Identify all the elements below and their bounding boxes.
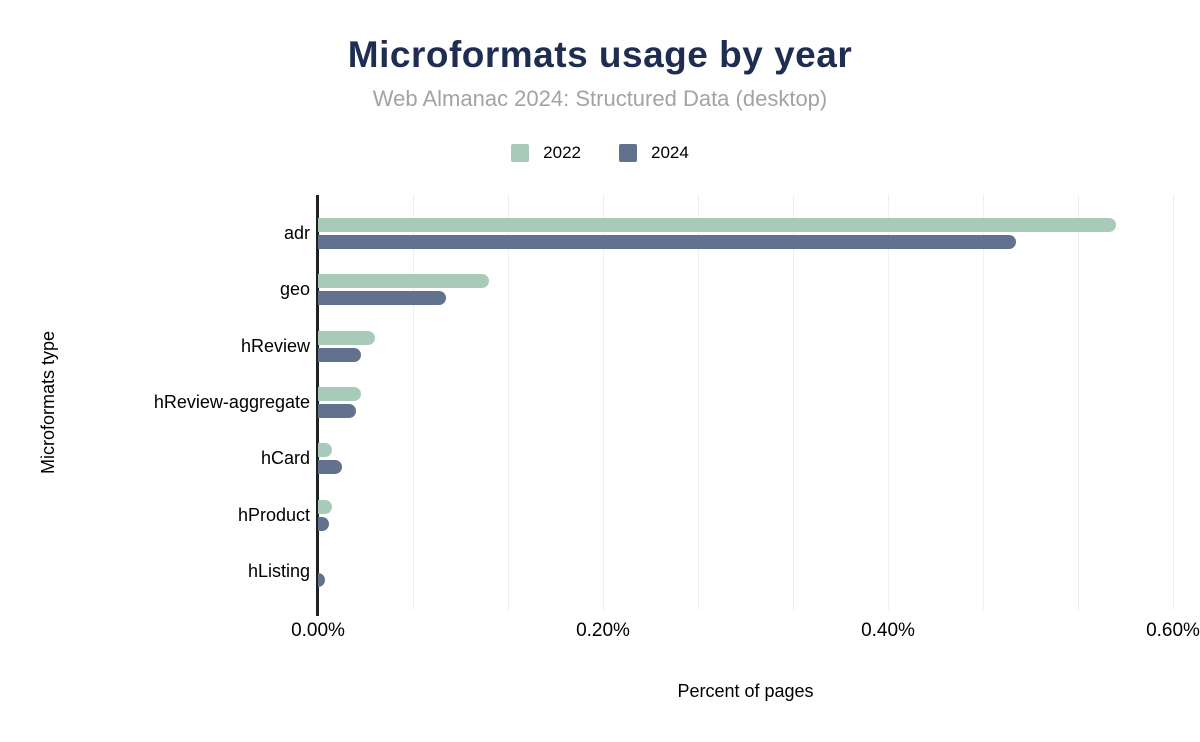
bar-2024-hReview [318,347,361,362]
legend: 2022 2024 [0,143,1200,163]
legend-swatch-2024 [619,144,637,162]
bar-2024-hCard [318,460,343,475]
bar-row [318,544,1173,600]
gridline [413,195,414,610]
category-row: hCard [0,431,310,487]
bar-2022-hReview-aggregate [318,386,361,401]
plot-area [316,195,1174,616]
category-row: geo [0,261,310,317]
bar-2024-hReview-aggregate [318,403,357,418]
gridline [793,195,794,610]
bar-2024-geo [318,291,447,306]
gridline [1173,195,1174,610]
bar-2022-hProduct [318,499,333,514]
category-axis: adr geo hReview hReview-aggregate hCard hProd… [0,195,310,610]
legend-label: 2022 [543,143,581,162]
y-axis-line [316,195,319,616]
x-tick-label: 0.20% [576,620,630,641]
bar-2024-adr [318,234,1017,249]
bar-row [318,318,1173,374]
category-row: hProduct [0,487,310,543]
bar-row [318,261,1173,317]
category-label-hReview: hReview [240,335,310,356]
category-row: hReview [0,318,310,374]
legend-swatch-2022 [511,144,530,162]
category-label-hProduct: hProduct [237,504,310,525]
legend-item-2022: 2022 [511,143,581,163]
legend-label: 2024 [651,143,689,162]
gridline [508,195,509,610]
gridline [603,195,604,610]
gridline [888,195,889,610]
chart-subtitle: Web Almanac 2024: Structured Data (deskt… [372,86,828,111]
gridline [983,195,984,610]
bar-2024-hProduct [318,516,330,531]
category-label-adr: adr [283,222,310,243]
category-label-hListing: hListing [247,561,310,582]
x-tick-label: 0.40% [861,620,915,641]
bar-row [318,487,1173,543]
bar-rows [318,195,1173,610]
x-tick-label: 0.60% [1146,620,1200,641]
bar-row [318,205,1173,261]
x-tick-label: 0.00% [291,620,345,641]
gridline [1078,195,1079,610]
bar-2022-geo [318,274,489,289]
category-label-hReview-aggregate: hReview-aggregate [153,391,310,412]
bar-2024-hListing [318,573,326,588]
x-axis-title: Percent of pages [677,681,814,701]
bar-2022-hReview [318,330,375,345]
bar-row [318,431,1173,487]
gridline [698,195,699,610]
category-label-hCard: hCard [260,448,310,469]
category-row: hReview-aggregate [0,374,310,430]
category-row: hListing [0,544,310,600]
bar-2022-adr [318,217,1116,232]
chart-title: Microformats usage by year [347,34,853,75]
bar-row [318,374,1173,430]
category-label-geo: geo [279,279,310,300]
bar-2022-hCard [318,443,333,458]
legend-item-2024: 2024 [619,143,689,163]
category-row: adr [0,205,310,261]
